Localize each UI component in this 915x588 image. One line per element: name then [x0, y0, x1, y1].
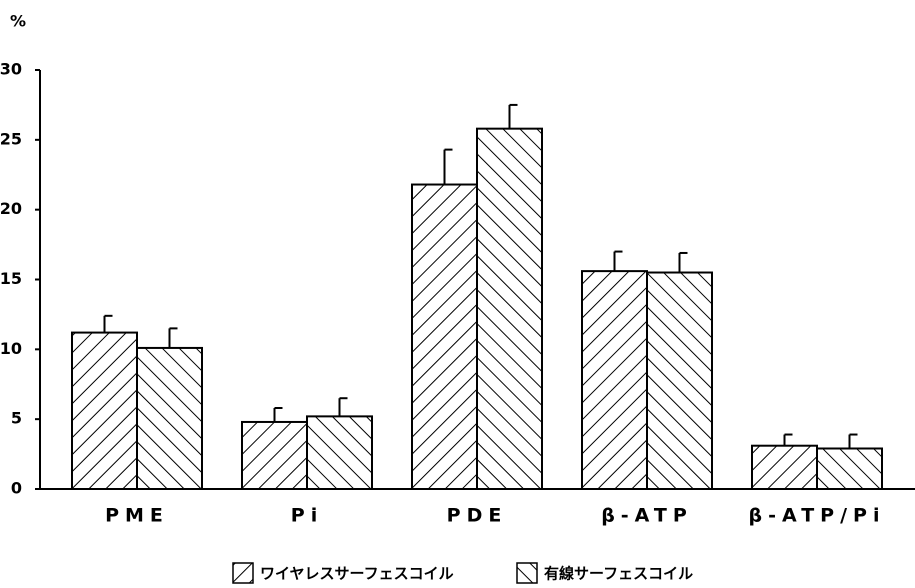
- y-tick-label: 25: [0, 129, 22, 148]
- x-tick-label: PME: [105, 505, 169, 527]
- x-tick-label: β-ATP/Pi: [749, 505, 886, 527]
- bar: [136, 346, 203, 491]
- bar: [306, 415, 373, 490]
- bar: [816, 447, 883, 491]
- y-axis-label: %: [10, 12, 26, 31]
- legend-swatch: [516, 562, 538, 584]
- bar: [241, 420, 308, 490]
- bar: [751, 444, 818, 491]
- x-tick-label: β-ATP: [601, 505, 693, 527]
- legend-label: 有線サーフェスコイル: [544, 565, 693, 583]
- y-tick-label: 30: [0, 60, 22, 79]
- y-tick-label: 20: [0, 199, 22, 218]
- legend-swatch: [232, 562, 254, 584]
- y-tick-label: 0: [11, 479, 22, 498]
- y-tick-label: 5: [11, 409, 22, 428]
- bar: [71, 331, 138, 490]
- y-tick-label: 10: [0, 339, 22, 358]
- y-tick-label: 15: [0, 269, 22, 288]
- bar: [581, 270, 648, 490]
- legend-label: ワイヤレスサーフェスコイル: [260, 565, 454, 583]
- bar: [646, 271, 713, 490]
- bar: [476, 127, 543, 490]
- x-tick-label: Pi: [291, 505, 323, 527]
- x-tick-label: PDE: [447, 505, 508, 527]
- bar: [411, 183, 478, 490]
